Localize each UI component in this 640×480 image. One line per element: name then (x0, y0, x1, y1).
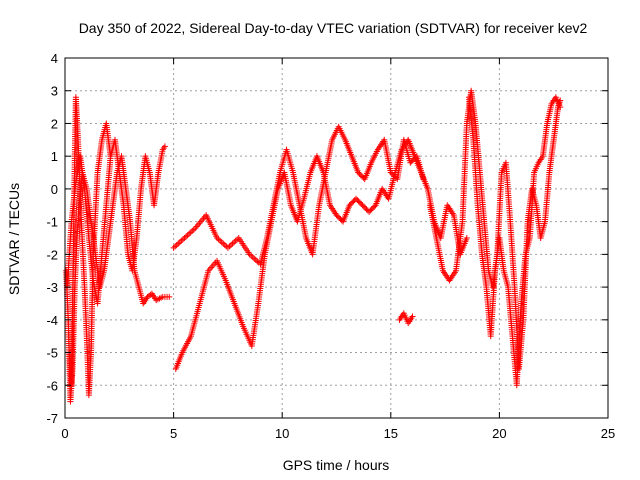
data-point (367, 207, 374, 214)
data-point (356, 170, 363, 177)
series-track-g (426, 87, 564, 372)
data-point (369, 204, 376, 211)
y-tick-label: 0 (51, 182, 58, 197)
data-point (334, 213, 341, 220)
data-point (357, 172, 364, 179)
y-tick-label: 1 (51, 149, 58, 164)
data-point (254, 258, 261, 265)
data-point (356, 199, 363, 206)
data-point (362, 204, 369, 211)
data-point (248, 252, 255, 259)
y-tick-label: 3 (51, 84, 58, 99)
data-point (463, 235, 470, 241)
data-point (353, 195, 360, 202)
data-point (557, 104, 564, 111)
data-point (355, 198, 362, 205)
data-point (359, 173, 366, 180)
data-point (147, 291, 154, 298)
data-point (107, 153, 114, 160)
x-tick-label: 0 (61, 426, 68, 441)
data-point (249, 254, 256, 261)
data-point (224, 244, 231, 251)
data-point (161, 143, 168, 150)
data-point (350, 198, 357, 205)
data-point (175, 240, 182, 247)
data-point (220, 240, 227, 247)
data-point (228, 242, 235, 249)
data-point (333, 212, 340, 219)
data-point (217, 237, 224, 244)
grid-lines (65, 58, 608, 418)
x-tick-label: 5 (170, 426, 177, 441)
data-point (349, 199, 356, 206)
data-point (347, 200, 354, 207)
y-tick-label: -5 (46, 346, 58, 361)
y-tick-label: -7 (46, 411, 58, 426)
y-tick-label: -4 (46, 313, 58, 328)
y-tick-label: -1 (46, 215, 58, 230)
data-point (359, 202, 366, 209)
data-point (218, 239, 225, 246)
series-track-h (465, 94, 564, 389)
data-point (371, 203, 378, 210)
data-point (354, 197, 361, 204)
y-tick-label: 2 (51, 116, 58, 131)
x-tick-label: 25 (601, 426, 615, 441)
y-tick-label: -3 (46, 280, 58, 295)
data-point (358, 200, 365, 207)
x-tick-labels: 0 5 10 15 20 25 (61, 426, 615, 441)
y-axis-label: SDTVAR / TECUs (6, 183, 22, 295)
data-point (251, 255, 258, 262)
data-point (173, 242, 180, 249)
chart-title: Day 350 of 2022, Sidereal Day-to-day VTE… (79, 20, 588, 36)
data-point (226, 243, 233, 250)
data-point (336, 214, 343, 221)
data-point (170, 244, 177, 251)
data-point (176, 239, 183, 246)
data-point (221, 242, 228, 249)
y-tick-label: 4 (51, 51, 58, 66)
y-tick-label: -6 (46, 378, 58, 393)
data-point (355, 169, 362, 176)
data-point (360, 203, 367, 210)
data-point (232, 237, 239, 244)
series-track-f (396, 310, 416, 327)
data-point (186, 230, 193, 237)
data-point (179, 236, 186, 243)
data-point (366, 208, 373, 215)
data-point (409, 313, 416, 320)
data-point (178, 237, 185, 244)
data-point (187, 229, 194, 236)
x-axis-label: GPS time / hours (283, 457, 390, 473)
series-track-c (66, 94, 114, 399)
data-point (166, 293, 173, 300)
data-point (229, 240, 236, 247)
data-point (231, 239, 238, 246)
data-point (172, 243, 179, 250)
x-tick-label: 20 (492, 426, 506, 441)
data-point (252, 256, 259, 263)
x-tick-label: 15 (384, 426, 398, 441)
data-point (337, 216, 344, 223)
data-point (407, 159, 414, 166)
x-tick-label: 10 (275, 426, 289, 441)
series-track-e (172, 136, 470, 372)
data-point (190, 226, 197, 233)
y-tick-labels: -7 -6 -5 -4 -3 -2 -1 0 1 2 3 4 (46, 51, 58, 426)
data-point (408, 158, 415, 165)
data-point (363, 206, 370, 213)
plot-frame (64, 57, 609, 419)
y-tick-label: -2 (46, 247, 58, 262)
data-point (184, 232, 191, 239)
data-point (181, 235, 188, 241)
axis-ticks (64, 57, 609, 419)
data-point (368, 206, 375, 213)
data-point (183, 233, 190, 240)
series-track-b (64, 136, 168, 307)
data-points (63, 87, 564, 405)
data-point (346, 202, 353, 209)
data-point (189, 227, 196, 234)
